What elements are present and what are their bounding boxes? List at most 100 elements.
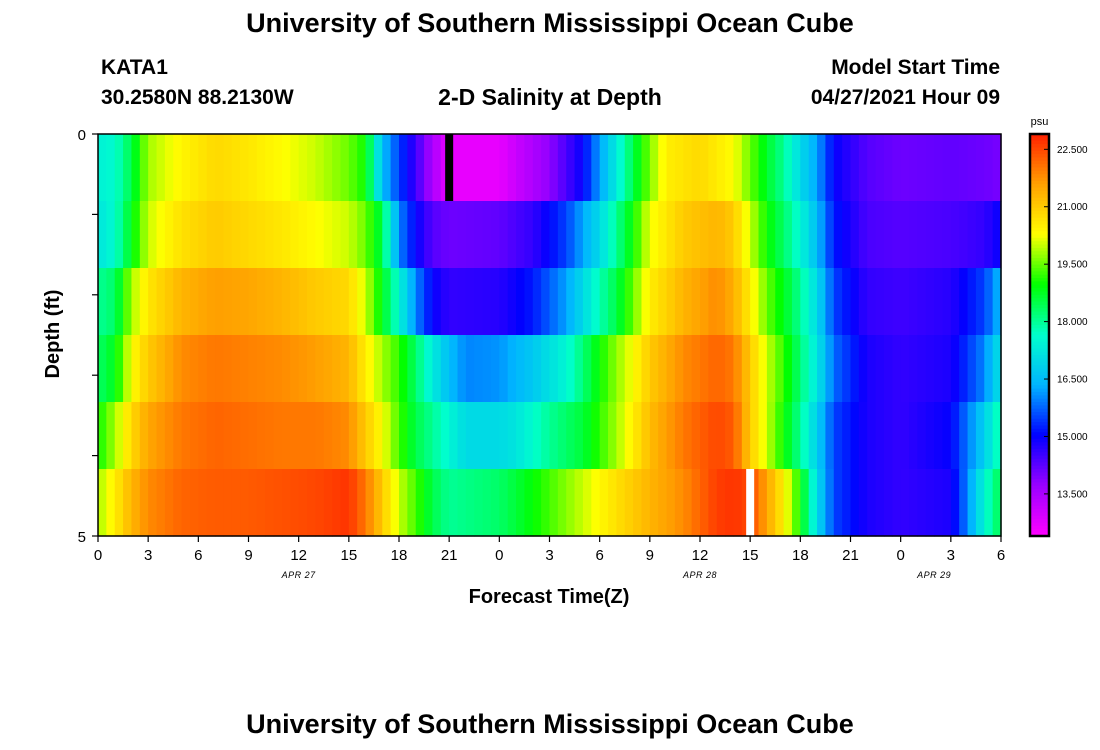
- x-axis-label: Forecast Time(Z): [469, 586, 630, 608]
- heatmap-cell: [758, 402, 768, 470]
- heatmap-cell: [248, 134, 258, 202]
- heatmap-cell: [950, 201, 960, 269]
- heatmap-cell: [716, 469, 726, 537]
- heatmap-cell: [842, 402, 852, 470]
- heatmap-cell: [323, 134, 333, 202]
- heatmap-cell: [942, 201, 952, 269]
- heatmap-cell: [725, 402, 735, 470]
- heatmap-cell: [800, 402, 810, 470]
- heatmap-cell: [348, 134, 358, 202]
- colorbar-segment: [1030, 318, 1049, 323]
- colorbar-segment: [1030, 221, 1049, 226]
- heatmap-cell: [490, 335, 500, 403]
- colorbar-segment: [1030, 415, 1049, 420]
- colorbar-segment: [1030, 150, 1049, 155]
- heatmap-cell: [825, 201, 835, 269]
- heatmap-cell: [683, 134, 693, 202]
- heatmap-cell: [382, 268, 392, 336]
- heatmap-cell: [382, 335, 392, 403]
- heatmap-cell: [482, 335, 492, 403]
- heatmap-cell: [582, 402, 592, 470]
- colorbar-segment: [1030, 341, 1049, 346]
- heatmap-cell: [449, 134, 459, 202]
- heatmap-cell: [373, 335, 383, 403]
- heatmap-cell: [574, 335, 584, 403]
- heatmap-cell: [98, 335, 107, 403]
- heatmap-cell: [273, 469, 283, 537]
- heatmap-cell: [532, 134, 542, 202]
- colorbar-segment: [1030, 154, 1049, 159]
- heatmap-cell: [298, 402, 308, 470]
- heatmap-cell: [256, 201, 266, 269]
- heatmap-cell: [532, 469, 542, 537]
- heatmap-cell: [875, 335, 885, 403]
- heatmap-cell: [783, 335, 793, 403]
- heatmap-cell: [407, 469, 417, 537]
- x-tick-label: 9: [646, 547, 654, 564]
- heatmap-cell: [817, 469, 827, 537]
- colorbar-segment: [1030, 214, 1049, 219]
- heatmap-cell: [173, 268, 183, 336]
- heatmap-cell: [992, 469, 1002, 537]
- heatmap-cell: [934, 402, 944, 470]
- heatmap-cell: [524, 268, 534, 336]
- heatmap-cell: [524, 335, 534, 403]
- heatmap-cell: [599, 134, 609, 202]
- x-tick-label: 9: [244, 547, 252, 564]
- colorbar-segment: [1030, 237, 1049, 242]
- heatmap-cell: [975, 201, 985, 269]
- heatmap-cell: [808, 134, 818, 202]
- heatmap-cell: [741, 402, 751, 470]
- figure-title-top: University of Southern Mississippi Ocean…: [246, 8, 854, 38]
- heatmap-cell: [114, 268, 124, 336]
- heatmap-cell: [298, 268, 308, 336]
- heatmap-cell: [867, 268, 877, 336]
- heatmap-cell: [925, 469, 935, 537]
- heatmap-cell: [290, 469, 300, 537]
- heatmap-cell: [432, 335, 442, 403]
- heatmap-cell: [691, 402, 701, 470]
- heatmap-cell: [758, 335, 768, 403]
- heatmap-cell: [858, 134, 868, 202]
- heatmap-cell: [106, 335, 116, 403]
- heatmap-cell: [240, 335, 250, 403]
- heatmap-cell: [566, 134, 576, 202]
- heatmap-cell: [173, 134, 183, 202]
- heatmap-cell: [708, 402, 718, 470]
- colorbar-segment: [1030, 385, 1049, 390]
- heatmap-cell: [482, 469, 492, 537]
- heatmap-cell: [616, 469, 626, 537]
- heatmap-cell: [240, 201, 250, 269]
- heatmap-cell: [875, 469, 885, 537]
- heatmap-cell: [106, 402, 116, 470]
- heatmap-cell: [641, 335, 651, 403]
- heatmap-cell: [708, 134, 718, 202]
- heatmap-cell: [98, 268, 107, 336]
- heatmap-cell: [833, 402, 843, 470]
- colorbar-segment: [1030, 408, 1049, 413]
- heatmap-cell: [315, 268, 325, 336]
- heatmap-cell: [223, 335, 233, 403]
- heatmap-cell: [574, 201, 584, 269]
- heatmap-cell: [432, 201, 442, 269]
- heatmap-cell: [173, 335, 183, 403]
- heatmap-cell: [457, 268, 467, 336]
- heatmap-cell: [164, 469, 174, 537]
- colorbar-segment: [1030, 194, 1049, 199]
- date-label: APR 28: [682, 570, 717, 580]
- x-tick-label: 6: [997, 547, 1005, 564]
- heatmap-cell: [365, 268, 375, 336]
- heatmap-cell: [106, 469, 116, 537]
- colorbar-segment: [1030, 515, 1049, 520]
- heatmap-cell: [733, 201, 743, 269]
- heatmap-cell: [424, 402, 434, 470]
- x-tick-label: 12: [692, 547, 709, 564]
- heatmap-cell: [549, 335, 559, 403]
- heatmap-cell: [691, 469, 701, 537]
- heatmap-cell: [967, 402, 977, 470]
- heatmap-cell: [825, 268, 835, 336]
- heatmap-cell: [382, 134, 392, 202]
- heatmap-cell: [691, 201, 701, 269]
- colorbar-segment: [1030, 422, 1049, 427]
- colorbar-segment: [1030, 412, 1049, 416]
